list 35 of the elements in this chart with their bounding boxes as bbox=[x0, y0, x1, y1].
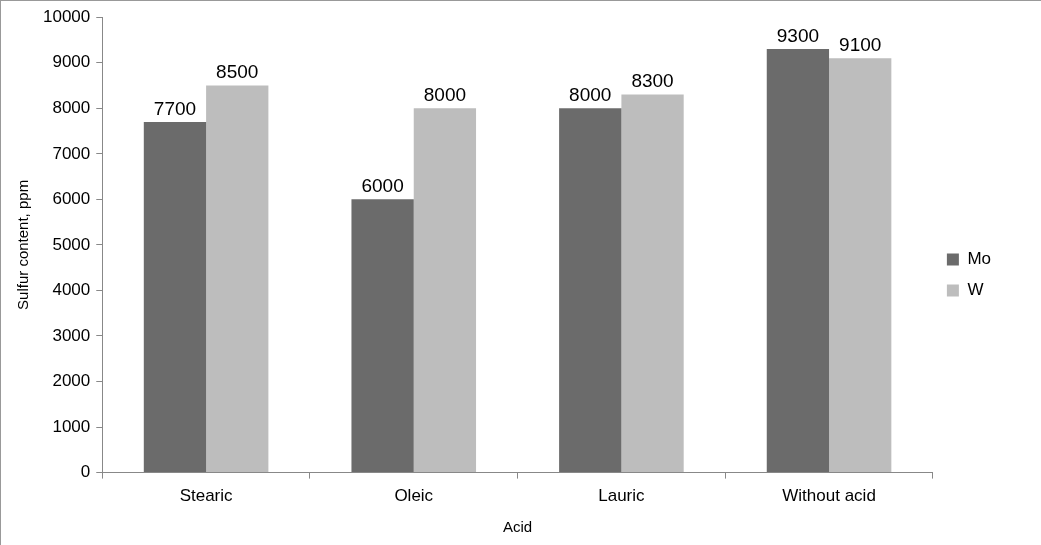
y-tick-label: 2000 bbox=[52, 371, 91, 391]
bar bbox=[143, 121, 207, 473]
legend-label: W bbox=[967, 280, 984, 300]
data-label: 9100 bbox=[839, 33, 882, 55]
y-tick-label: 6000 bbox=[52, 189, 91, 209]
bar bbox=[413, 108, 477, 473]
y-tick-label: 10000 bbox=[42, 6, 91, 26]
y-tick-label: 0 bbox=[80, 462, 91, 482]
data-label: 7700 bbox=[153, 97, 197, 119]
data-label: 8500 bbox=[216, 61, 259, 83]
x-tick-label: Lauric bbox=[598, 486, 646, 506]
bar bbox=[829, 58, 892, 473]
bar bbox=[351, 199, 414, 473]
y-tick-label: 3000 bbox=[52, 325, 91, 345]
y-tick-label: 4000 bbox=[52, 280, 91, 300]
legend-label: Mo bbox=[967, 249, 992, 269]
x-axis-title: Acid bbox=[502, 518, 533, 536]
y-axis-title: Sulfur content, ppm bbox=[14, 179, 32, 310]
data-label: 8300 bbox=[631, 70, 674, 92]
data-label: 6000 bbox=[361, 175, 404, 197]
x-tick-label: Oleic bbox=[394, 486, 434, 506]
x-tick-label: Without acid bbox=[782, 486, 876, 506]
data-label: 8000 bbox=[423, 84, 467, 106]
y-tick-label: 8000 bbox=[52, 97, 91, 117]
bar bbox=[621, 94, 684, 473]
data-label: 8000 bbox=[569, 84, 612, 106]
y-tick-label: 1000 bbox=[52, 416, 91, 436]
x-tick-label: Stearic bbox=[179, 486, 234, 506]
y-tick-label: 5000 bbox=[52, 234, 91, 254]
bar bbox=[766, 49, 830, 473]
bar bbox=[559, 108, 622, 473]
y-tick-label: 9000 bbox=[52, 52, 91, 72]
y-tick-label: 7000 bbox=[52, 143, 91, 163]
bar bbox=[206, 85, 269, 473]
data-label: 9300 bbox=[776, 24, 820, 46]
